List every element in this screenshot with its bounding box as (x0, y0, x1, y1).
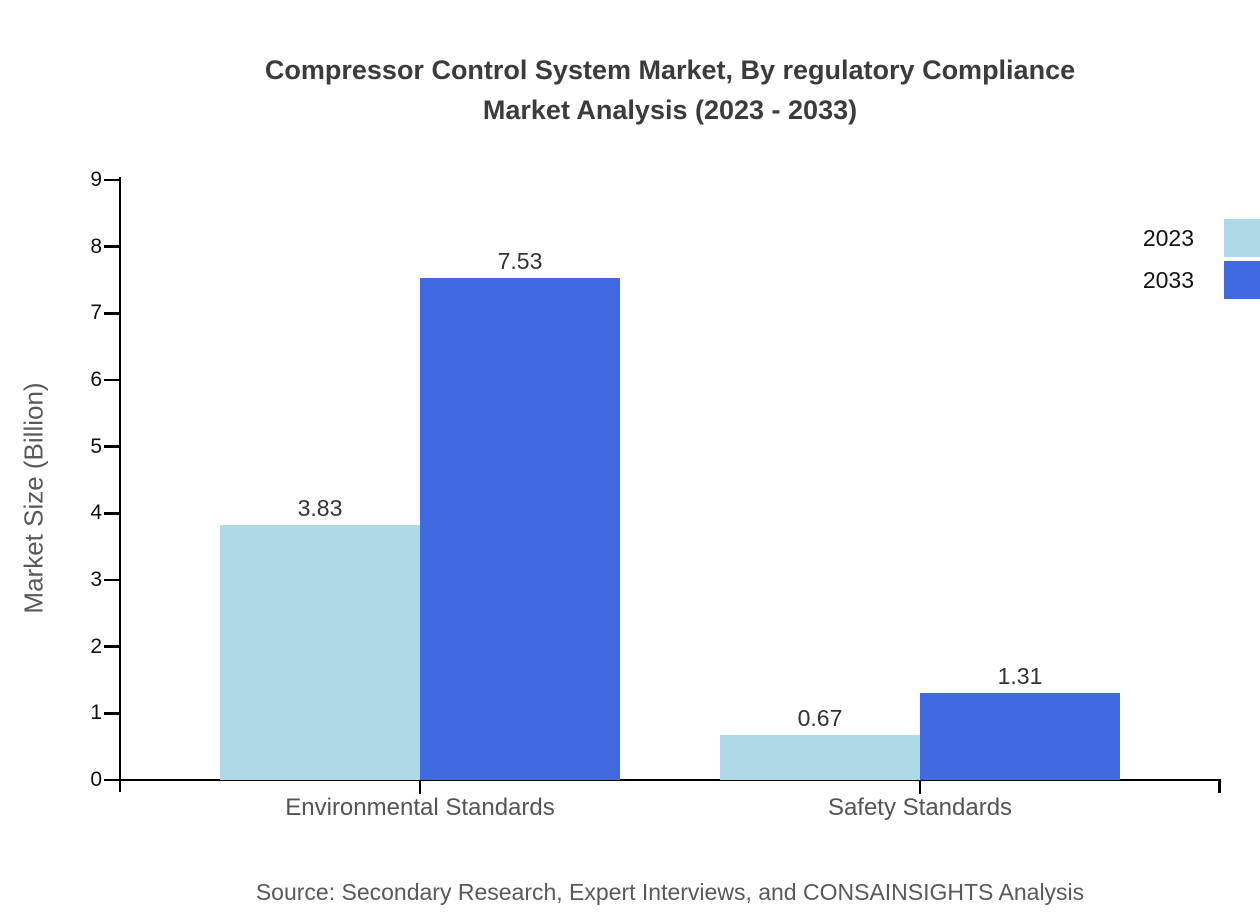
bar-2033-1 (420, 278, 620, 780)
y-axis-tick-label: 3 (90, 568, 102, 591)
y-axis-tick-label: 5 (90, 434, 102, 458)
y-axis-tick-label: 1 (90, 701, 102, 725)
y-axis-tick-label: 4 (90, 501, 102, 525)
bar-2023-1 (220, 524, 420, 780)
x-axis-category-label: Safety Standards (827, 794, 1013, 821)
y-axis-tick-label: 8 (90, 234, 102, 258)
legend: 2023 2033 (1143, 219, 1260, 299)
bar-value-label: 7.53 (497, 248, 543, 274)
y-axis-tick (104, 578, 121, 582)
y-axis-tick (104, 645, 121, 648)
x-axis-end-tick (1218, 780, 1221, 793)
chart-title-line-1: Compressor Control System Market, By reg… (264, 55, 1076, 85)
y-axis-tick-label: 6 (90, 368, 102, 391)
legend-label: 2023 (1142, 224, 1194, 251)
y-axis-tick-label: 2 (90, 634, 102, 658)
bar-value-label: 0.67 (797, 705, 843, 732)
y-axis-tick-label: 9 (90, 168, 102, 191)
y-axis-tick (104, 245, 121, 248)
bar-value-label: 3.83 (297, 494, 343, 521)
legend-swatch-icon (1224, 261, 1260, 299)
bar-2033-2 (920, 692, 1120, 780)
x-axis-category-label: Environmental Standards (285, 794, 555, 821)
source-note: Source: Secondary Research, Expert Inter… (255, 879, 1085, 905)
y-axis-tick (104, 445, 121, 448)
bar-value-label: 1.31 (997, 662, 1043, 689)
legend-item-2033: 2033 (1143, 261, 1260, 299)
x-axis-line (104, 778, 1221, 782)
x-axis-tick (418, 780, 422, 794)
y-axis-tick (104, 378, 121, 382)
y-axis-tick (104, 178, 121, 182)
y-axis-tick-label: 7 (90, 301, 102, 325)
legend-swatch-icon (1224, 219, 1260, 257)
legend-label: 2033 (1142, 266, 1194, 293)
y-axis-line (118, 177, 122, 792)
chart-title: Compressor Control System Market, By reg… (170, 50, 1170, 130)
chart-title-line-2: Market Analysis (2023 - 2033) (482, 95, 858, 125)
x-axis-tick (918, 780, 922, 794)
legend-item-2023: 2023 (1143, 219, 1260, 257)
y-axis-tick (104, 312, 121, 315)
y-axis-tick (104, 512, 121, 515)
bar-2023-2 (720, 735, 920, 780)
y-axis-tick-label: 0 (90, 768, 102, 791)
y-axis-tick (104, 712, 121, 715)
